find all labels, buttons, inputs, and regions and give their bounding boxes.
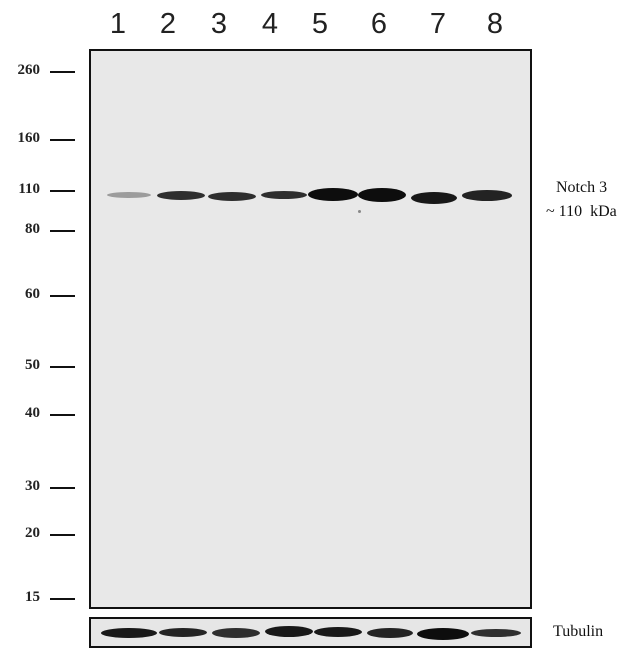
- marker-tick-60: [50, 295, 75, 297]
- tubulin-band-lane-5: [314, 627, 362, 637]
- marker-label-40: 40: [25, 405, 40, 421]
- lane-label-5: 5: [311, 8, 329, 40]
- tubulin-band-lane-6: [367, 628, 413, 638]
- marker-label-20: 20: [25, 525, 40, 541]
- notch3-band-lane-1: [107, 192, 151, 198]
- tubulin-band-lane-4: [265, 626, 313, 637]
- lane-label-8: 8: [486, 8, 504, 40]
- marker-label-260: 260: [17, 62, 41, 78]
- lane-label-1: 1: [109, 8, 127, 40]
- tubulin-band-lane-2: [159, 628, 207, 637]
- target-name-label: Notch 3: [556, 179, 608, 196]
- marker-tick-50: [50, 366, 75, 368]
- notch3-band-lane-7: [411, 192, 457, 204]
- marker-label-160: 160: [17, 130, 41, 146]
- notch3-blot-panel: [89, 49, 532, 609]
- marker-tick-260: [50, 71, 75, 73]
- notch3-band-lane-6: [358, 188, 406, 202]
- marker-tick-15: [50, 598, 75, 600]
- lane-label-6: 6: [370, 8, 388, 40]
- marker-tick-110: [50, 190, 75, 192]
- tubulin-band-lane-1: [101, 628, 157, 638]
- marker-label-15: 15: [25, 589, 40, 605]
- marker-tick-20: [50, 534, 75, 536]
- marker-label-60: 60: [25, 286, 40, 302]
- marker-label-80: 80: [25, 221, 40, 237]
- notch3-band-lane-4: [261, 191, 307, 199]
- tubulin-band-lane-8: [471, 629, 521, 637]
- marker-tick-30: [50, 487, 75, 489]
- marker-label-110: 110: [18, 181, 40, 197]
- marker-label-30: 30: [25, 478, 40, 494]
- blot-speck: [358, 210, 361, 213]
- marker-tick-40: [50, 414, 75, 416]
- marker-tick-160: [50, 139, 75, 141]
- lane-label-4: 4: [261, 8, 279, 40]
- target-size-label: ~ 110 kDa: [546, 203, 617, 220]
- lane-label-3: 3: [210, 8, 228, 40]
- notch3-band-lane-5: [308, 188, 358, 201]
- marker-label-50: 50: [25, 357, 40, 373]
- lane-label-2: 2: [159, 8, 177, 40]
- lane-label-7: 7: [429, 8, 447, 40]
- loading-control-label: Tubulin: [553, 623, 604, 640]
- notch3-band-lane-3: [208, 192, 256, 201]
- notch3-band-lane-8: [462, 190, 512, 201]
- notch3-band-lane-2: [157, 191, 205, 200]
- tubulin-band-lane-3: [212, 628, 260, 638]
- marker-tick-80: [50, 230, 75, 232]
- tubulin-blot-panel: [89, 617, 532, 648]
- tubulin-band-lane-7: [417, 628, 469, 640]
